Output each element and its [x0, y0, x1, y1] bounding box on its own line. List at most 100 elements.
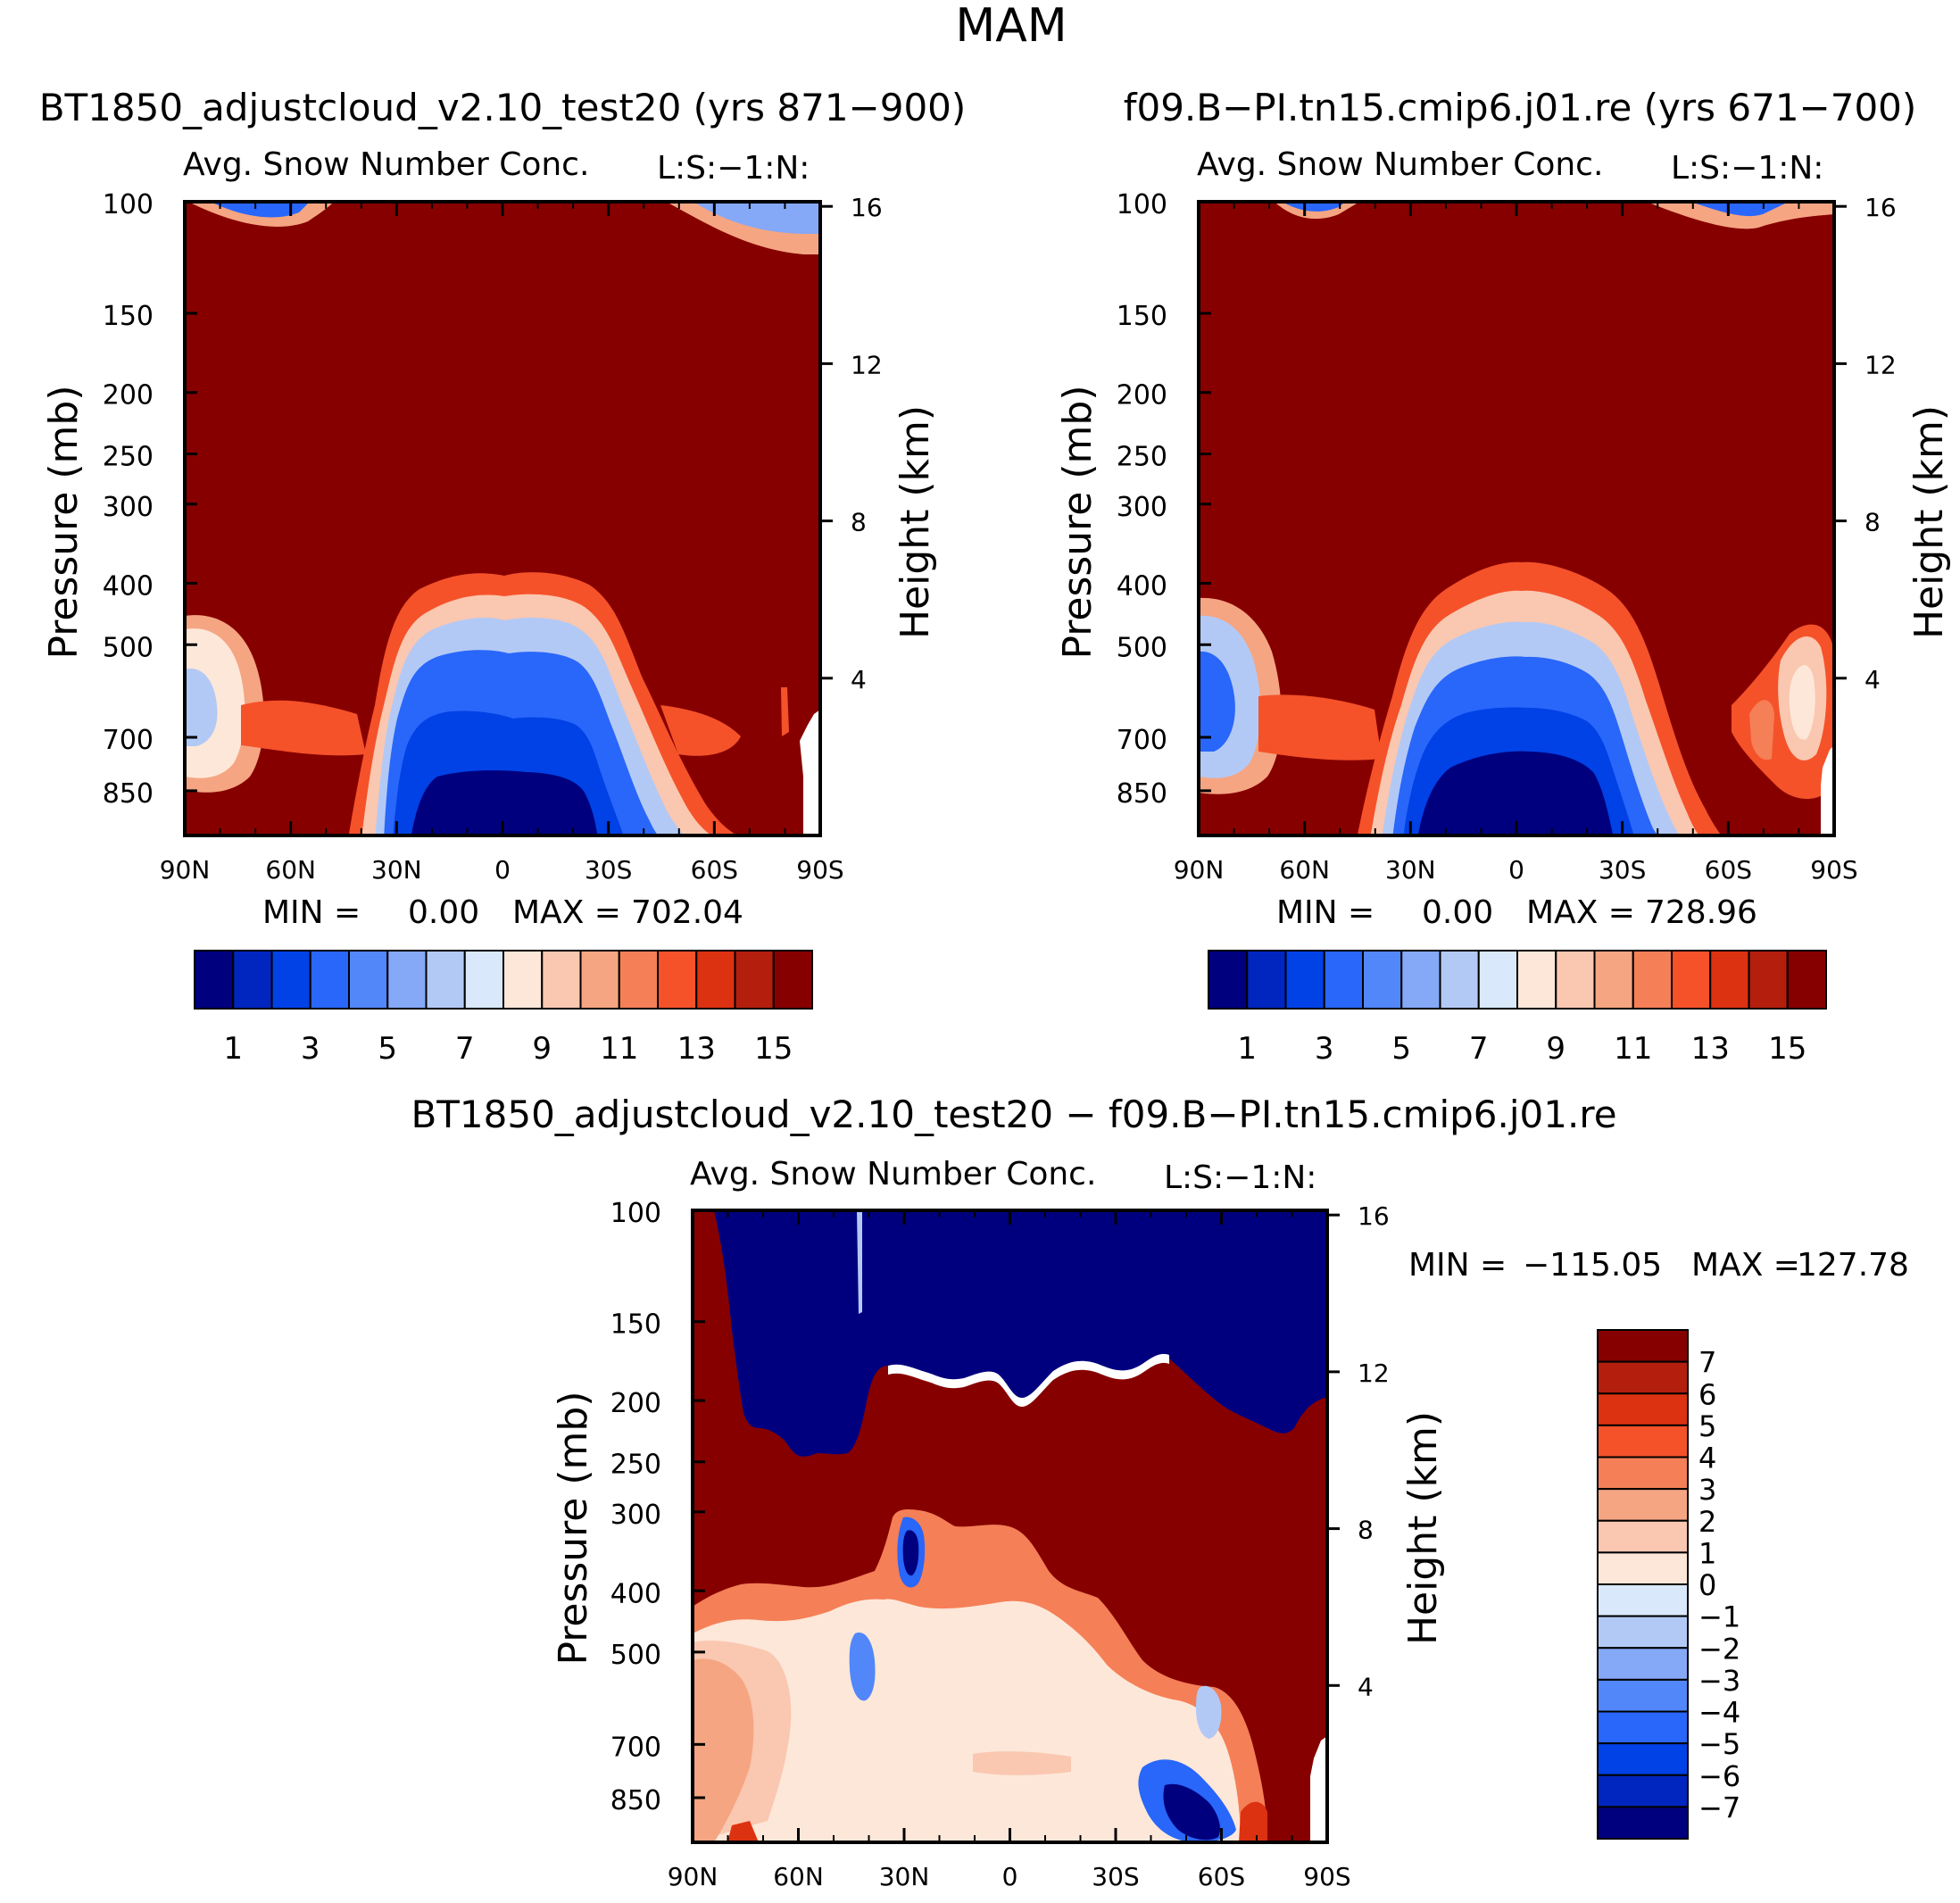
diff-y2tick-label: 16 [1358, 1201, 1390, 1231]
diff-colorbar-swatch [1597, 1774, 1689, 1808]
left-top-band-n-core [214, 204, 308, 218]
diff-right-blue-patch [1196, 1685, 1222, 1739]
left-xtick-label: 60N [265, 855, 316, 885]
right-xtick-label: 30N [1385, 855, 1436, 885]
left-colorbar-swatch [579, 950, 620, 1010]
right-ytick-label: 100 [1117, 189, 1167, 220]
right-colorbar-swatch [1555, 950, 1596, 1010]
diff-colorbar-swatch [1597, 1678, 1689, 1713]
right-terrain-mask [1821, 745, 1834, 835]
right-sh-blob-core [1789, 665, 1815, 740]
left-xtick-label: 30N [371, 855, 422, 885]
right-top-band-s [1651, 204, 1834, 229]
left-y2tick-label: 12 [851, 350, 883, 379]
right-nh-tongue [1258, 694, 1382, 760]
diff-y2tick-label: 12 [1358, 1359, 1390, 1388]
left-xtick-label: 0 [494, 855, 511, 885]
page-title: MAM [955, 0, 1067, 53]
right-colorbar-label: 7 [1469, 1031, 1489, 1067]
left-y2tick-label: 4 [851, 665, 867, 694]
diff-colorbar-swatch [1597, 1424, 1689, 1458]
right-colorbar-swatch [1477, 950, 1518, 1010]
right-y2tick-label: 16 [1864, 193, 1897, 222]
diff-ytick-label: 150 [610, 1309, 661, 1341]
diff-colorbar-swatch [1597, 1551, 1689, 1585]
right-colorbar-swatch [1786, 950, 1827, 1010]
diff-xtick-label: 60N [773, 1862, 824, 1891]
left-colorbar-label: 13 [677, 1031, 716, 1067]
right-dome-core [1417, 751, 1614, 835]
panel-diff: BT1850_adjustcloud_v2.10_test20 − f09.B−… [411, 1093, 1909, 1891]
diff-subtitle: Avg. Snow Number Conc. [690, 1156, 1096, 1192]
left-colorbar-swatch [348, 950, 389, 1010]
diff-colorbar-label: −2 [1698, 1632, 1740, 1666]
right-ytick-label: 200 [1117, 380, 1167, 411]
diff-colorbar-label: 3 [1698, 1473, 1716, 1507]
right-y2tick-label: 4 [1864, 665, 1881, 694]
right-colorbar-label: 9 [1546, 1031, 1566, 1067]
right-y2tick-label: 12 [1864, 350, 1897, 379]
diff-colorbar-label: 1 [1698, 1536, 1716, 1570]
diff-ytick-label: 300 [610, 1500, 661, 1531]
diff-terrain-mask [1310, 1736, 1327, 1842]
right-xtick-label: 90S [1810, 855, 1857, 885]
right-xtick-label: 30S [1599, 855, 1646, 885]
diff-xtick-label: 0 [1002, 1862, 1018, 1891]
diff-colorbar-swatch [1597, 1392, 1689, 1426]
left-subtitle: Avg. Snow Number Conc. [183, 146, 589, 183]
right-colorbar-swatch [1632, 950, 1673, 1010]
left-dome-core [411, 770, 598, 835]
diff-colorbar-label: −5 [1698, 1727, 1740, 1761]
right-colorbar-label: 13 [1691, 1031, 1730, 1067]
right-colorbar-swatch [1362, 950, 1403, 1010]
left-colorbar-swatch [270, 950, 311, 1010]
diff-xtick-label: 90N [668, 1862, 718, 1891]
left-colorbar-swatch [618, 950, 659, 1010]
diff-colorbar-label: 6 [1698, 1377, 1716, 1411]
right-colorbar-swatch [1439, 950, 1480, 1010]
left-y2tick-label: 16 [851, 193, 883, 222]
diff-ytick-label: 250 [610, 1450, 661, 1481]
diff-colorbar-swatch [1597, 1742, 1689, 1776]
left-nh-tongue [241, 700, 366, 756]
left-ytick-label: 400 [103, 570, 154, 602]
left-colorbar-swatch [772, 950, 813, 1010]
left-colorbar-label: 7 [455, 1031, 475, 1067]
diff-stat-min-value: −115.05 [1523, 1247, 1662, 1284]
right-colorbar-swatch [1748, 950, 1789, 1010]
right-colorbar-swatch [1400, 950, 1441, 1010]
diff-colorbar-label: 7 [1698, 1346, 1716, 1380]
right-title: f09.B−PI.tn15.cmip6.j01.re (yrs 671−700) [1124, 86, 1917, 129]
diff-corner-label: L:S:−1:N: [1164, 1159, 1316, 1196]
right-ytick-label: 400 [1117, 570, 1167, 602]
left-colorbar-swatch [463, 950, 504, 1010]
right-nh-blob-core [1199, 651, 1235, 752]
diff-xtick-label: 30S [1092, 1862, 1139, 1891]
left-colorbar-label: 9 [532, 1031, 552, 1067]
left-ytick-label: 500 [103, 632, 154, 663]
right-colorbar-swatch [1284, 950, 1325, 1010]
right-top-band-n-core [1285, 204, 1343, 212]
right-xtick-label: 0 [1508, 855, 1524, 885]
diff-low-left-red-dots [727, 1821, 759, 1842]
diff-y2label: Height (km) [1400, 1411, 1446, 1645]
left-ytick-label: 300 [103, 492, 154, 523]
left-ylabel: Pressure (mb) [41, 386, 87, 660]
right-xtick-label: 90N [1174, 855, 1225, 885]
left-xtick-label: 30S [585, 855, 632, 885]
diff-colorbar-swatch [1597, 1806, 1689, 1840]
right-lower-features [1199, 597, 1834, 799]
right-ytick-label: 500 [1117, 632, 1167, 663]
diff-upper-edge-band [888, 1353, 1169, 1407]
diff-colorbar-label: −4 [1698, 1696, 1740, 1730]
left-top-band-s-core [696, 204, 820, 234]
right-axis-ticks: Pressure (mb) Height (km) 100 150 200 250 30… [1055, 189, 1952, 885]
left-y2label: Height (km) [893, 405, 938, 639]
diff-low-right-red [1239, 1801, 1267, 1842]
left-colorbar-swatch [502, 950, 544, 1010]
diff-ytick-label: 500 [610, 1640, 661, 1671]
left-colorbar-swatch [657, 950, 698, 1010]
diff-ylabel: Pressure (mb) [551, 1392, 596, 1666]
left-ytick-label: 850 [103, 778, 154, 810]
